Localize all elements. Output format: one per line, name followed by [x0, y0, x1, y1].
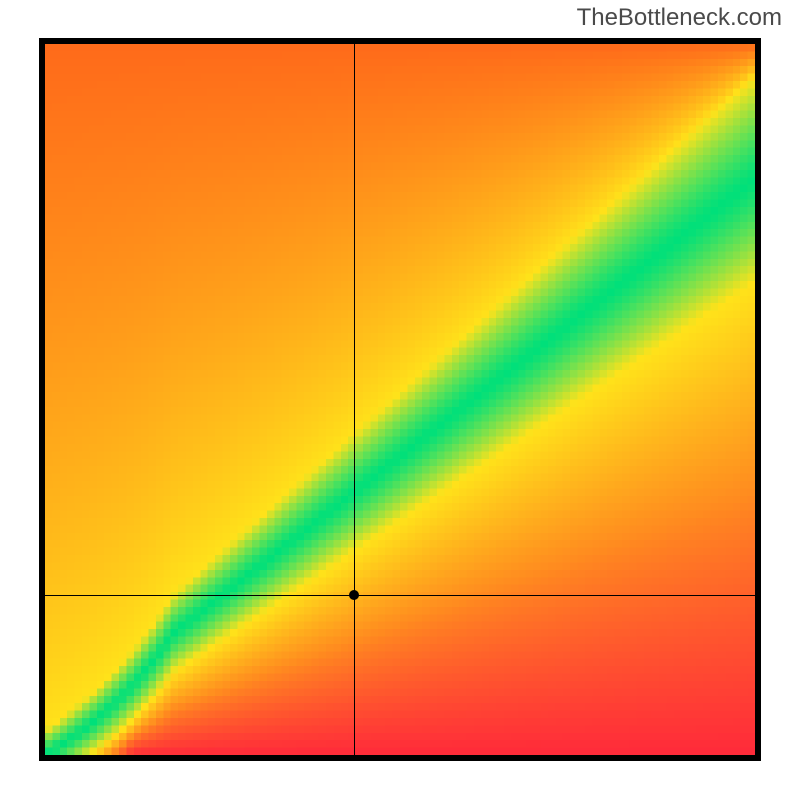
bottleneck-heatmap [45, 44, 755, 755]
crosshair-vertical [354, 44, 355, 755]
crosshair-horizontal [45, 595, 755, 596]
crosshair-marker-dot [349, 590, 359, 600]
watermark-text: TheBottleneck.com [577, 4, 782, 32]
chart-container: TheBottleneck.com [0, 0, 800, 800]
